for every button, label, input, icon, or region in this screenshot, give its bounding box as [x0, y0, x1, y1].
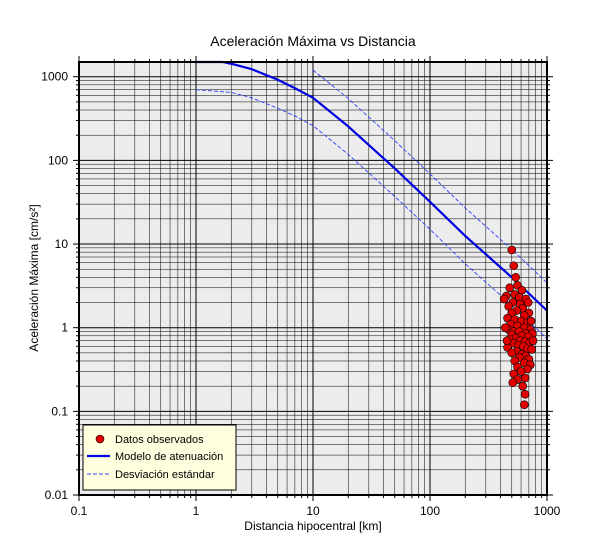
legend-box [82, 424, 237, 491]
y-axis-label: Aceleración Máxima [cm/s²] [27, 204, 41, 351]
data-point [500, 323, 510, 332]
y-tick-label: 100 [48, 153, 68, 167]
data-point [528, 336, 538, 345]
y-tick-label: 1000 [41, 70, 68, 84]
data-point [520, 389, 530, 399]
data-point [508, 378, 518, 388]
x-tick-label: 10 [306, 504, 320, 518]
legend-marker-observed [95, 434, 105, 444]
chart-title: Aceleración Máxima vs Distancia [210, 33, 416, 49]
data-point [523, 298, 533, 307]
x-tick-label: 0.1 [71, 504, 88, 518]
legend-label-observed: Datos observados [115, 434, 204, 446]
data-points [499, 245, 538, 410]
data-point [517, 285, 527, 295]
x-tick-label: 100 [420, 504, 440, 518]
x-tick-label: 1000 [534, 504, 561, 518]
y-tick-label: 1 [61, 321, 68, 335]
y-tick-label: 0.1 [51, 404, 68, 418]
data-point [527, 345, 537, 354]
data-point [520, 400, 529, 410]
data-point [505, 283, 515, 293]
data-point [518, 381, 528, 391]
data-point [507, 245, 517, 255]
x-axis-label: Distancia hipocentral [km] [244, 519, 381, 533]
data-point [526, 316, 536, 326]
x-tick-labels: 0.1 1 10 100 1000 [71, 504, 561, 518]
data-point [520, 373, 530, 383]
legend-label-model: Modelo de atenuación [115, 451, 223, 463]
data-point [502, 336, 512, 345]
data-point [507, 348, 517, 358]
legend: Datos observados Modelo de atenuación De… [82, 424, 237, 491]
data-point [499, 294, 509, 304]
legend-label-deviation: Desviación estándar [115, 469, 215, 481]
y-tick-labels: 0.01 0.1 1 10 100 1000 [41, 70, 68, 502]
grid-lines [78, 62, 547, 496]
y-tick-label: 10 [55, 237, 69, 251]
x-tick-label: 1 [193, 504, 200, 518]
data-point [509, 261, 519, 271]
model-curve [196, 60, 548, 312]
axis-ticks [73, 56, 553, 501]
deviation-curve [195, 89, 548, 339]
data-point [511, 273, 520, 282]
y-tick-label: 0.01 [45, 488, 69, 502]
